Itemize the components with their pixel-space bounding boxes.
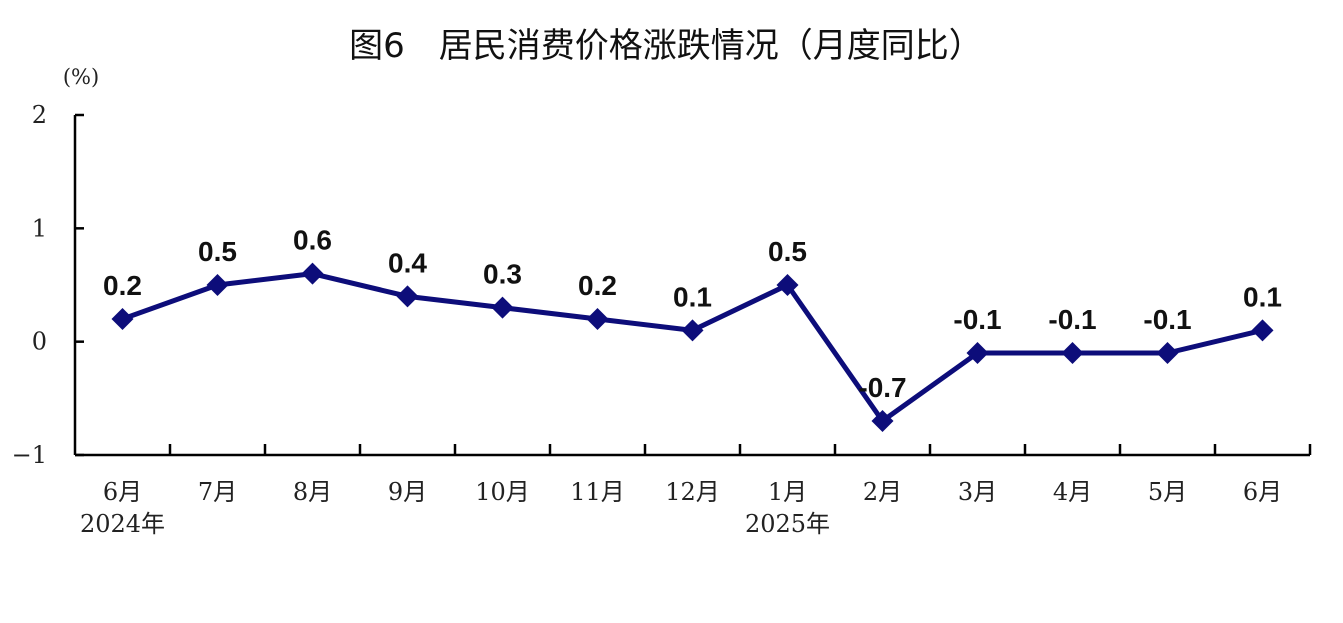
data-label: -0.1 [1048, 304, 1096, 335]
data-label: 0.3 [483, 259, 522, 290]
x-tick-label: 8月 [293, 478, 332, 506]
chart-title: 图6 居民消费价格涨跌情况（月度同比） [349, 26, 983, 66]
data-label: -0.7 [858, 372, 906, 403]
data-point-marker [206, 274, 229, 296]
data-label: 0.6 [293, 225, 332, 256]
x-axis: 6月 7月 8月 9月 10月 11月 12月 1月 2月 3月 4月 5月 6月 2024年 2025年 [75, 444, 1312, 538]
y-tick-label: −1 [12, 441, 47, 469]
data-point-marker [871, 410, 894, 432]
data-label: 0.2 [103, 270, 142, 301]
x-year-label: 2024年 [80, 510, 165, 538]
data-label: 0.1 [1243, 281, 1282, 312]
data-label: 0.1 [673, 281, 712, 312]
y-axis-unit: (%) [63, 65, 99, 89]
data-point-marker [1061, 342, 1084, 364]
x-tick-label: 5月 [1148, 478, 1187, 506]
data-label: -0.1 [1143, 304, 1191, 335]
y-tick-label: 0 [32, 328, 47, 356]
data-label: 0.5 [198, 236, 237, 267]
data-point-marker [776, 274, 799, 296]
x-tick-label: 6月 [103, 478, 142, 506]
data-point-marker [1156, 342, 1179, 364]
x-tick-label: 11月 [570, 478, 625, 506]
data-label: -0.1 [953, 304, 1001, 335]
data-point-marker [396, 285, 419, 308]
x-year-label: 2025年 [745, 510, 830, 538]
data-point-marker [111, 308, 134, 330]
x-tick-label: 9月 [388, 478, 427, 506]
data-point-marker [586, 308, 609, 330]
x-tick-label: 2月 [863, 478, 902, 506]
data-point-marker [681, 319, 704, 342]
x-tick-label: 7月 [198, 478, 237, 506]
x-tick-label: 4月 [1053, 478, 1092, 506]
x-tick-label: 6月 [1243, 478, 1282, 506]
data-point-marker [301, 262, 324, 285]
series-cpi [111, 262, 1274, 432]
y-axis: 2 1 0 −1 [12, 101, 84, 469]
data-label: 0.2 [578, 270, 617, 301]
data-label: 0.4 [388, 247, 427, 278]
data-point-marker [491, 296, 514, 319]
x-tick-label: 10月 [475, 478, 530, 506]
data-label: 0.5 [768, 236, 807, 267]
y-tick-label: 2 [32, 101, 47, 129]
x-tick-label: 12月 [665, 478, 720, 506]
data-point-marker [1251, 319, 1274, 342]
data-point-marker [966, 342, 989, 364]
y-tick-label: 1 [32, 214, 47, 242]
data-labels: 0.2 0.5 0.6 0.4 0.3 0.2 0.1 0.5 -0.7 -0.1 -0.1 -0.1… [103, 225, 1282, 403]
x-tick-label: 3月 [958, 478, 997, 506]
x-tick-label: 1月 [768, 478, 807, 506]
